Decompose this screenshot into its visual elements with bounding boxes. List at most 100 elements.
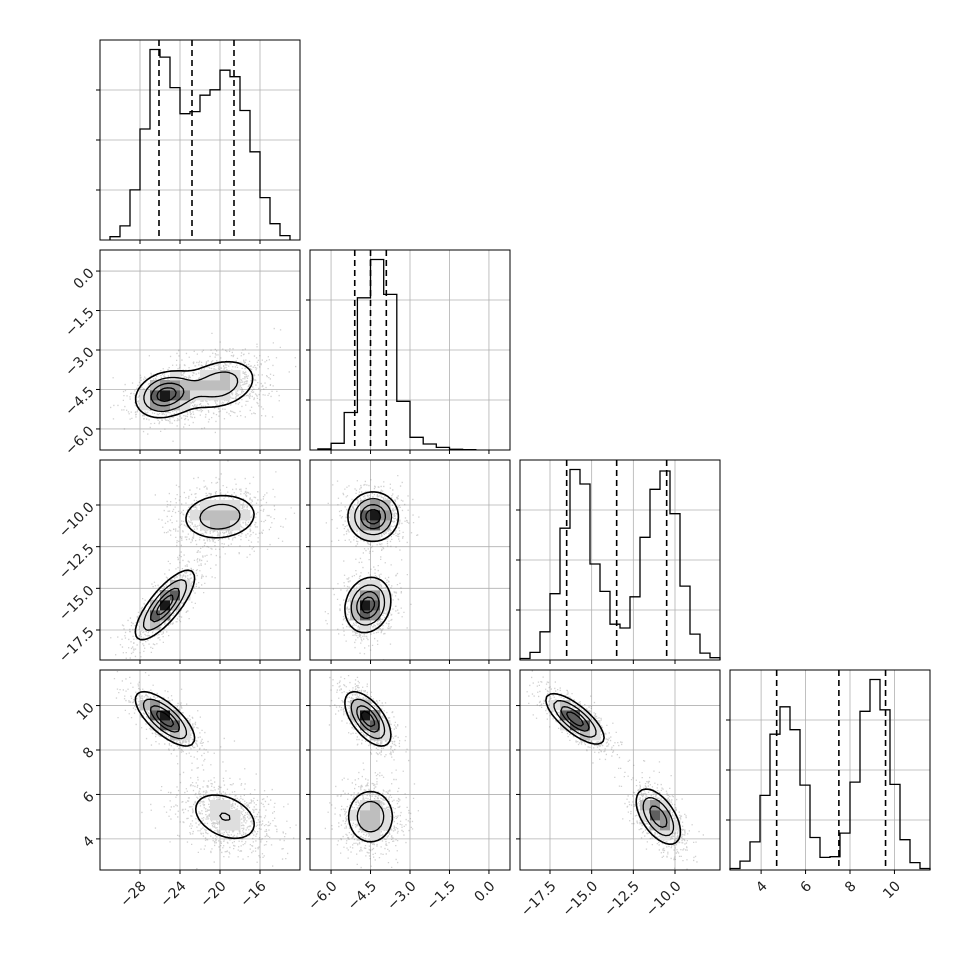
density-cell [150, 390, 161, 401]
density-cell [370, 820, 381, 831]
density-cell [180, 400, 191, 411]
contour-level-4 [156, 594, 174, 616]
y-tick-label: 4 [80, 833, 98, 851]
density-cell [170, 730, 181, 741]
density-cell [150, 620, 161, 631]
density-cell [160, 720, 171, 731]
density-cell [360, 720, 371, 731]
density-cell [210, 510, 221, 521]
density-cell [570, 720, 581, 731]
density-cell [150, 610, 161, 621]
density-cell [370, 730, 381, 741]
density-cell [230, 510, 241, 521]
density-cell [140, 400, 151, 411]
panel-frame-2-0 [99, 459, 301, 661]
density-cell [230, 380, 241, 391]
density-cell [570, 710, 581, 721]
density-cell [360, 590, 371, 601]
density-cell [180, 390, 191, 401]
density-cell [660, 800, 671, 811]
density-panel-2-0 [110, 460, 296, 659]
density-cell [150, 710, 161, 721]
density-cell [360, 820, 371, 831]
x-tick-label: −15.0 [560, 878, 602, 920]
density-cell [210, 810, 221, 821]
contour-level-3 [150, 382, 185, 407]
x-tick-label: −4.5 [345, 878, 380, 913]
density-cell [230, 520, 241, 531]
contour-level-1 [344, 491, 400, 634]
density-cell [360, 530, 371, 541]
density-cell [210, 380, 221, 391]
y-tick-label: 10 [74, 700, 98, 724]
density-cell [140, 700, 151, 711]
contour-level-4 [360, 508, 382, 614]
density-cell [650, 810, 661, 821]
x-tick-label: −10.0 [643, 878, 685, 920]
panel-frame-3-3 [729, 669, 931, 871]
density-cell [210, 390, 221, 401]
x-tick-label: −6.0 [305, 878, 340, 913]
density-cell [370, 810, 381, 821]
density-cell [230, 810, 241, 821]
x-tick-label: 4 [753, 878, 771, 896]
density-cell [160, 710, 171, 721]
density-cell [650, 800, 661, 811]
y-tick-label: −10.0 [56, 499, 98, 541]
density-cell [360, 810, 371, 821]
density-cell [560, 700, 571, 711]
density-cell [160, 380, 171, 391]
density-cell [370, 530, 381, 541]
density-cell [230, 500, 241, 511]
density-cell [200, 390, 211, 401]
density-cell [590, 720, 601, 731]
contour-level-2 [553, 700, 675, 837]
density-cell [160, 590, 171, 601]
x-tick-label: −20 [197, 878, 229, 910]
contour-level-3 [560, 706, 668, 828]
density-panel-3-1 [324, 675, 419, 869]
y-tick-label: −15.0 [56, 583, 98, 625]
contour-level-1 [134, 494, 255, 641]
density-cell [640, 800, 651, 811]
density-cell [220, 370, 231, 381]
histogram-3 [519, 468, 721, 660]
density-cell [670, 820, 681, 831]
density-cell [380, 730, 391, 741]
density-cell [660, 820, 671, 831]
density-cell [220, 800, 231, 811]
density-cell [380, 590, 391, 601]
density-cell [560, 710, 571, 721]
contour-level-4 [566, 711, 584, 727]
density-cell [370, 720, 381, 731]
y-tick-label: −12.5 [56, 541, 98, 583]
density-panel-1-0 [110, 327, 297, 450]
histogram-1 [109, 48, 291, 240]
density-cell [580, 730, 591, 741]
density-cell [560, 720, 571, 731]
y-tick-label: −4.5 [62, 384, 97, 419]
density-cell [240, 510, 251, 521]
density-cell [150, 380, 161, 391]
contour-level-3 [150, 587, 180, 623]
density-cell [230, 820, 241, 831]
density-cell [370, 610, 381, 621]
density-cell [150, 600, 161, 611]
density-cell [350, 810, 361, 821]
density-cell [550, 700, 561, 711]
density-cell [360, 500, 371, 511]
y-tick-label: 0.0 [71, 265, 98, 292]
density-cell [180, 380, 191, 391]
density-cell [370, 510, 381, 521]
density-cell [360, 580, 371, 591]
density-cell [170, 580, 181, 591]
y-tick-label: 6 [80, 789, 98, 807]
density-panel-3-2 [526, 670, 704, 870]
histogram-2 [317, 258, 477, 451]
density-cell [380, 600, 391, 611]
contour-level-4 [156, 387, 177, 402]
contour-level-3 [150, 705, 180, 733]
density-cell [200, 380, 211, 391]
y-tick-label: 8 [80, 744, 98, 762]
